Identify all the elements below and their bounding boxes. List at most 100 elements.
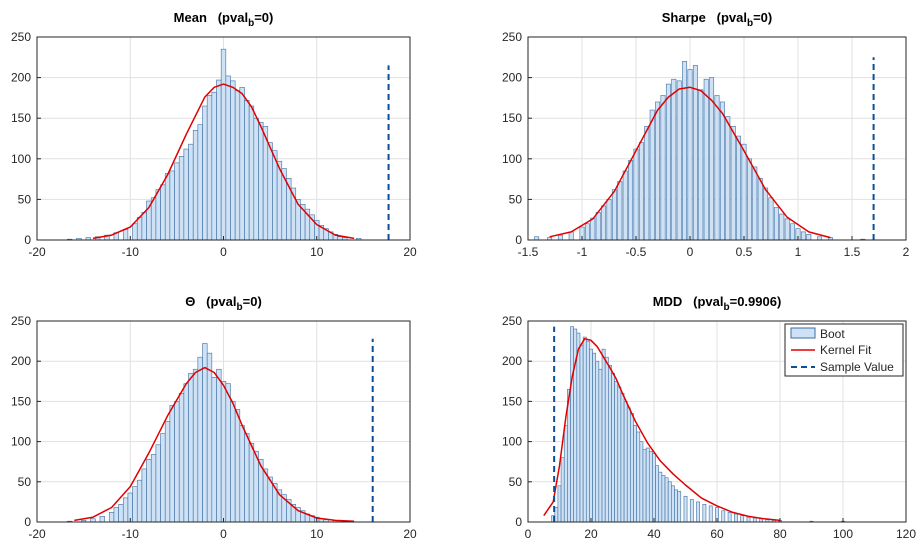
histogram-bar-mdd-8 (576, 332, 581, 523)
histogram-bar-mean-17 (178, 156, 185, 241)
histogram-bar-mdd-43 (696, 501, 700, 523)
y-tick-label-mean-0: 0 (24, 233, 31, 247)
histogram-bar-theta-8 (127, 492, 133, 523)
y-tick-label-mdd-1: 50 (509, 475, 523, 489)
x-tick-label-mdd-6: 120 (896, 527, 916, 541)
histogram-bar-mean-35 (262, 126, 269, 241)
histogram-bar-sharpe-38 (763, 187, 769, 241)
histogram-bar-theta-4 (108, 512, 115, 523)
chart-title-mean: Mean (pvalb=0) (174, 10, 274, 29)
histogram-bar-mean-7 (132, 223, 138, 241)
histogram-bar-mdd-30 (645, 447, 650, 523)
histogram-bar-theta-18 (174, 401, 180, 523)
histogram-bar-mean-19 (188, 143, 194, 241)
x-tick-label-sharpe-6: 1.5 (844, 245, 861, 259)
histogram-bar-mean-18 (183, 148, 189, 241)
histogram-bar-mean-32 (248, 105, 255, 241)
x-tick-label-mdd-3: 60 (710, 527, 724, 541)
x-tick-label-mean-4: 20 (403, 245, 417, 259)
histogram-bar-mean-31 (244, 100, 250, 241)
histogram-bar-mean-6 (122, 229, 129, 241)
histogram-bar-mean-8 (136, 216, 143, 241)
histogram-bar-sharpe-30 (719, 101, 725, 241)
histogram-bar-mdd-47 (721, 510, 726, 523)
histogram-bar-mdd-15 (598, 368, 603, 523)
histogram-bar-mdd-20 (614, 380, 619, 523)
histogram-bar-theta-37 (262, 468, 269, 523)
histogram-bar-theta-28 (220, 380, 227, 523)
histogram-bar-mdd-14 (595, 360, 600, 523)
histogram-bar-mean-16 (174, 162, 180, 241)
x-tick-label-theta-3: 10 (310, 527, 324, 541)
histogram-bar-mdd-24 (626, 407, 631, 523)
x-tick-label-mean-2: 0 (220, 245, 227, 259)
histogram-bar-sharpe-2 (557, 234, 563, 241)
histogram-bar-sharpe-35 (746, 158, 752, 241)
y-tick-label-mean-5: 250 (11, 30, 31, 44)
histogram-bar-mean-28 (230, 80, 236, 241)
histogram-bar-mean-34 (258, 121, 264, 241)
histogram-bar-mean-33 (253, 117, 259, 241)
histogram-bar-mean-26 (220, 48, 227, 241)
x-tick-label-mdd-5: 100 (833, 527, 853, 541)
histogram-bar-theta-16 (164, 421, 171, 523)
histogram-bar-theta-9 (132, 486, 138, 523)
histogram-bar-theta-12 (146, 458, 152, 523)
histogram-bar-mdd-44 (702, 504, 707, 523)
histogram-bar-sharpe-25 (692, 65, 698, 241)
y-tick-label-theta-2: 100 (11, 435, 31, 449)
histogram-bar-mdd-34 (658, 471, 663, 523)
legend-label-sample: Sample Value (820, 360, 894, 374)
histogram-bar-mdd-13 (592, 352, 597, 523)
x-tick-label-mean-0: -20 (28, 245, 46, 259)
chart-title-theta: Θ (pvalb=0) (185, 294, 262, 313)
histogram-bar-mdd-40 (677, 491, 682, 523)
histogram-bar-mdd-2 (557, 485, 562, 523)
histogram-bar-mdd-19 (611, 372, 615, 523)
histogram-bar-theta-33 (244, 433, 250, 523)
x-tick-label-mean-3: 10 (310, 245, 324, 259)
histogram-bar-mdd-27 (636, 431, 641, 523)
y-tick-label-mdd-0: 0 (515, 515, 522, 529)
histogram-bar-sharpe-46 (806, 234, 812, 241)
chart-title-sharpe: Sharpe (pvalb=0) (662, 10, 773, 29)
histogram-bar-mdd-17 (604, 356, 609, 523)
histogram-bar-theta-26 (211, 376, 217, 523)
y-tick-label-sharpe-0: 0 (515, 233, 522, 247)
x-tick-label-sharpe-1: -1 (577, 245, 588, 259)
histogram-bar-theta-29 (225, 383, 231, 523)
histogram-bar-theta-30 (230, 401, 236, 523)
histogram-bar-sharpe-13 (628, 160, 634, 241)
histogram-bar-mean-14 (164, 173, 171, 241)
histogram-bar-mdd-26 (633, 425, 637, 523)
histogram-bar-mdd-45 (708, 505, 713, 523)
histogram-bar-sharpe-15 (638, 142, 644, 241)
x-tick-label-sharpe-4: 0.5 (736, 245, 753, 259)
y-tick-label-mdd-5: 250 (502, 314, 522, 328)
histogram-bar-mdd-41 (683, 495, 688, 523)
histogram-bar-mdd-32 (652, 453, 656, 523)
histogram-bar-mean-20 (192, 130, 199, 241)
histogram-bar-theta-23 (197, 356, 203, 523)
y-tick-label-mean-4: 200 (11, 71, 31, 85)
histogram-bar-mean-13 (160, 184, 166, 241)
histogram-bar-mean-22 (202, 105, 208, 241)
x-tick-label-theta-4: 20 (403, 527, 417, 541)
y-tick-label-theta-5: 250 (11, 314, 31, 328)
kernel-fit-line-sharpe (549, 86, 831, 239)
y-tick-label-theta-4: 200 (11, 354, 31, 368)
histogram-bar-mdd-16 (601, 348, 606, 523)
y-tick-label-sharpe-3: 150 (502, 111, 522, 125)
histogram-bar-sharpe-24 (687, 69, 693, 241)
y-tick-label-sharpe-1: 50 (509, 192, 523, 206)
histogram-bar-sharpe-6 (590, 217, 596, 241)
x-tick-label-mdd-1: 20 (584, 527, 598, 541)
histogram-bar-theta-13 (150, 454, 157, 523)
x-tick-label-sharpe-0: -1.5 (518, 245, 539, 259)
histogram-bar-mdd-42 (689, 499, 694, 523)
histogram-bar-mdd-33 (655, 465, 660, 523)
histogram-bar-mean-15 (169, 170, 175, 241)
histogram-bar-mdd-31 (648, 450, 653, 523)
